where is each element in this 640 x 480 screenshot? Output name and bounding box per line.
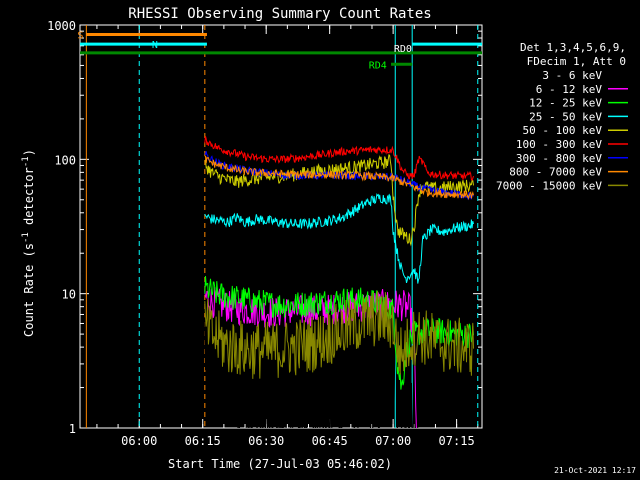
y-axis-label: Count Rate (s-1 detector-1): [21, 149, 36, 337]
legend-label-3: 25 - 50 keV: [529, 110, 602, 123]
series-line-3: [204, 192, 474, 284]
y-tick-label: 100: [54, 153, 76, 167]
series-line-8: [204, 291, 474, 379]
legend-label-8: 7000 - 15000 keV: [496, 179, 602, 192]
x-axis-label: Start Time (27-Jul-03 05:46:02): [168, 457, 392, 471]
y-axis-label-part-1: Count Rate (s: [22, 243, 36, 337]
legend: Det 1,3,4,5,6,9, FDecim 1, Att 0 3 - 6 k…: [496, 41, 628, 192]
legend-label-1: 6 - 12 keV: [536, 83, 603, 96]
x-tick-label: 07:15: [439, 434, 475, 448]
status-flag-label-n: N: [152, 40, 158, 51]
legend-label-2: 12 - 25 keV: [529, 97, 602, 110]
x-tick-label: 06:45: [312, 434, 348, 448]
series-line-2: [204, 275, 474, 390]
series-line-5: [204, 136, 474, 181]
legend-header-line-1: Det 1,3,4,5,6,9,: [520, 41, 626, 54]
y-axis-label-sup-1: -1: [21, 232, 31, 243]
chart-title: RHESSI Observing Summary Count Rates: [128, 6, 431, 22]
y-axis-label-part-3: ): [22, 149, 36, 156]
y-tick-label: 1: [69, 422, 76, 436]
series-line-7: [204, 155, 474, 201]
legend-label-4: 50 - 100 keV: [523, 124, 603, 137]
footer-date: 21-Oct-2021 12:17: [554, 466, 636, 475]
y-axis-label-sup-2: -1: [21, 156, 31, 167]
series-line-0: [204, 269, 419, 428]
status-flag-label-rd0: RD0: [394, 44, 412, 55]
y-axis-label-part-2: detector: [22, 167, 36, 232]
status-flag-label-rd4: RD4: [369, 60, 387, 71]
x-tick-label: 07:00: [375, 434, 411, 448]
x-tick-label: 06:15: [185, 434, 221, 448]
plot-area: 1 10 100 1000 06:00 06:15 06:30 06:45 07:00 07:15…: [47, 19, 483, 448]
status-flag-label-s: S: [77, 30, 83, 41]
legend-header-line-2: FDecim 1, Att 0: [527, 55, 626, 68]
y-tick-label: 1000: [47, 19, 76, 33]
svg-text:Count Rate (s-1 detector-1): Count Rate (s-1 detector-1): [21, 149, 36, 337]
legend-label-6: 300 - 800 keV: [516, 152, 602, 165]
legend-label-7: 800 - 7000 keV: [509, 166, 602, 179]
legend-label-5: 100 - 300 keV: [516, 138, 602, 151]
x-tick-label: 06:00: [121, 434, 157, 448]
legend-label-0: 3 - 6 keV: [542, 69, 602, 82]
x-tick-label: 06:30: [248, 434, 284, 448]
y-tick-label: 10: [62, 288, 76, 302]
